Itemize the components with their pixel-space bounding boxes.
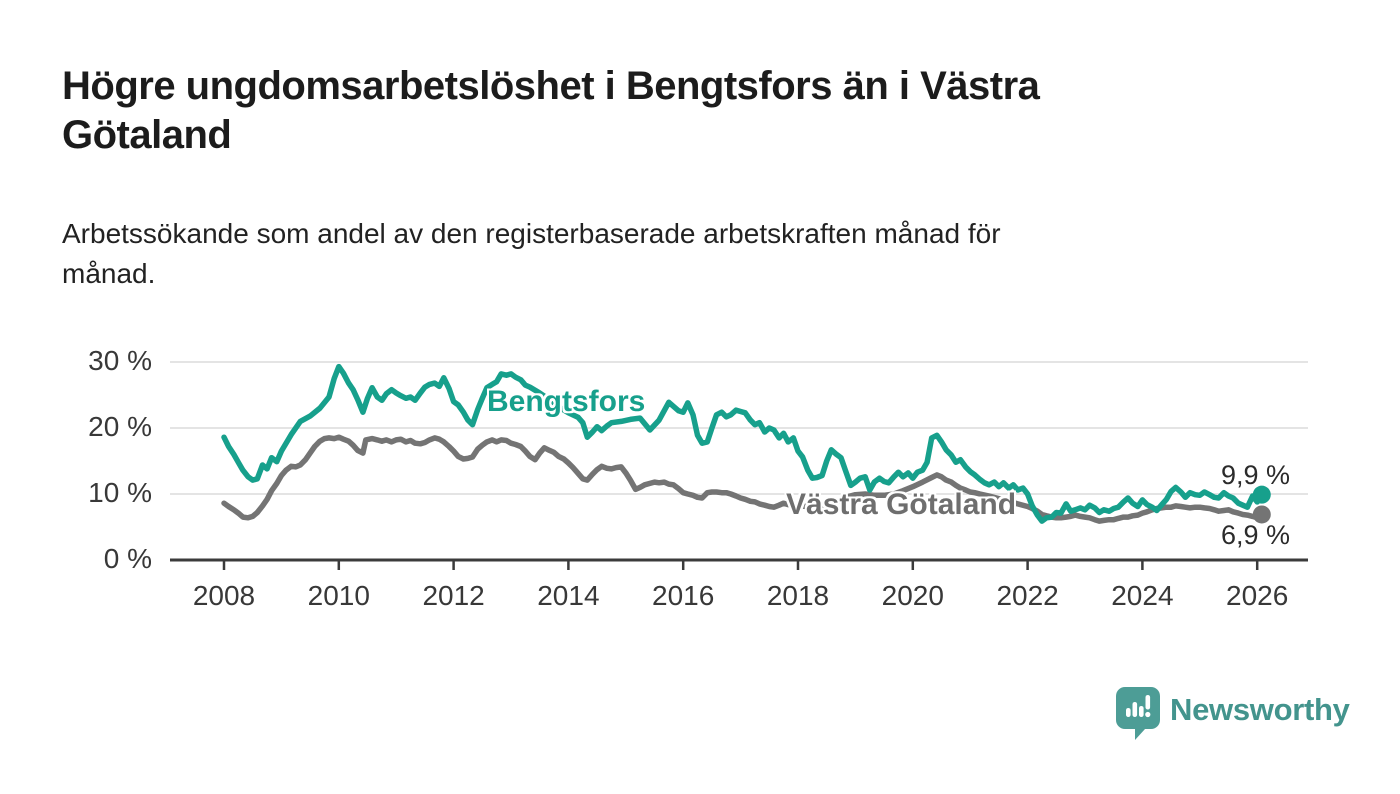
y-axis-tick-label: 20 %: [88, 411, 152, 442]
x-axis-tick-label: 2018: [766, 580, 830, 611]
x-axis-tick-label: 2014: [537, 580, 600, 611]
series-end-dot: [1252, 505, 1271, 524]
y-axis-tick-label: 0 %: [103, 543, 152, 574]
series-end-dot: [1252, 485, 1271, 504]
chart-title: Högre ungdomsarbetslöshet i Bengtsfors ä…: [62, 64, 1040, 157]
series-label-vastra-gotaland: Västra Götaland: [786, 488, 1017, 521]
series-label-bengtsfors: Bengtsfors: [487, 385, 646, 418]
chart-subtitle: Arbetssökande som andel av den registerb…: [62, 218, 1001, 289]
series-line-bengtsfors: [221, 363, 1265, 524]
x-axis-tick-label: 2010: [307, 580, 370, 611]
x-axis-tick-label: 2008: [192, 580, 256, 611]
x-axis-tick-label: 2026: [1226, 580, 1289, 611]
brand-footer: Newsworthy: [1115, 686, 1350, 742]
newsworthy-logo-icon: [1116, 687, 1160, 740]
end-value-label-bengtsfors: 9,9 %: [1220, 460, 1290, 490]
end-value-label-vastra-gotaland: 6,9 %: [1220, 520, 1290, 550]
x-axis-tick-label: 2016: [652, 580, 715, 611]
x-axis-tick-label: 2024: [1111, 580, 1174, 611]
y-axis-tick-label: 10 %: [88, 477, 152, 508]
y-axis-tick-label: 30 %: [88, 345, 152, 376]
series-line-v-stra-g-taland: [221, 434, 1265, 524]
x-axis-tick-label: 2012: [422, 580, 485, 611]
brand-name: Newsworthy: [1170, 692, 1350, 727]
x-axis-tick-label: 2020: [881, 580, 944, 611]
x-axis-tick-label: 2022: [996, 580, 1059, 611]
